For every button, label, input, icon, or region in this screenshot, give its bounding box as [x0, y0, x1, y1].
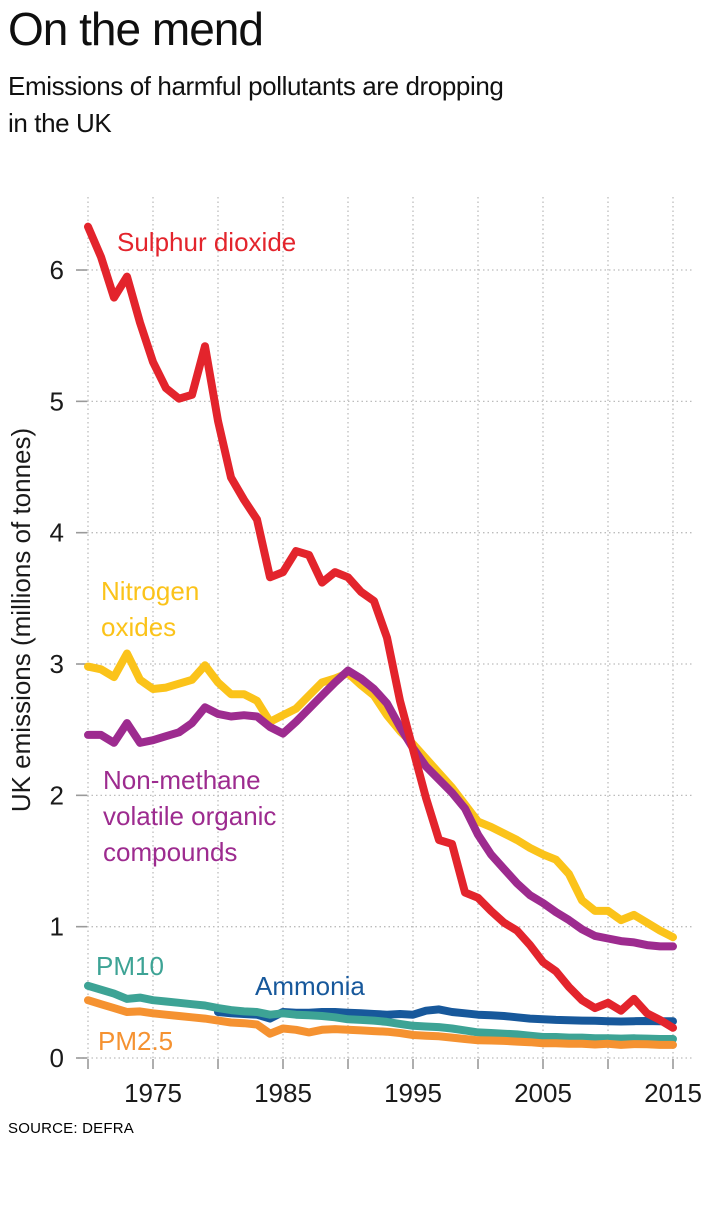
series-label-pm2-5: PM2.5 — [98, 1026, 173, 1056]
series-label-pm10: PM10 — [96, 951, 164, 981]
chart-header: On the mend Emissions of harmful polluta… — [8, 0, 504, 142]
source-note: SOURCE: DEFRA — [8, 1120, 134, 1137]
series-label-nitrogen-oxides: Nitrogen oxides — [101, 576, 199, 642]
x-tick-label-1995: 1995 — [384, 1078, 442, 1108]
line-pm10 — [84, 981, 677, 1043]
chart-subtitle: Emissions of harmful pollutants are drop… — [8, 68, 504, 142]
series-label-line: Sulphur dioxide — [117, 227, 296, 257]
series-label-non-methane-volatile-organic-compounds: Non-methane volatile organic compounds — [103, 765, 276, 867]
x-tick-label-2015: 2015 — [644, 1078, 702, 1108]
series-label-line: oxides — [101, 612, 176, 642]
x-tick-label-2005: 2005 — [514, 1078, 572, 1108]
x-tick-label-1985: 1985 — [254, 1078, 312, 1108]
line-nitrogen-oxides — [84, 649, 677, 942]
series-label-line: PM2.5 — [98, 1026, 173, 1056]
line-sulphur-dioxide — [84, 222, 677, 1032]
y-tick-label-2: 2 — [50, 780, 64, 810]
series-label-line: volatile organic — [103, 801, 276, 831]
line-pm2-5 — [84, 996, 677, 1049]
y-tick-label-1: 1 — [50, 912, 64, 942]
x-tick-label-1975: 1975 — [124, 1078, 182, 1108]
series-label-line: compounds — [103, 837, 237, 867]
series-label-ammonia: Ammonia — [255, 971, 365, 1001]
y-tick-label-4: 4 — [50, 518, 64, 548]
series-label-line: PM10 — [96, 951, 164, 981]
subtitle-line-1: Emissions of harmful pollutants are drop… — [8, 71, 504, 101]
y-tick-label-3: 3 — [50, 649, 64, 679]
y-axis-title: UK emissions (millions of tonnes) — [6, 428, 36, 812]
series-label-sulphur-dioxide: Sulphur dioxide — [117, 227, 296, 257]
y-tick-label-6: 6 — [50, 255, 64, 285]
page-title: On the mend — [8, 3, 264, 55]
series-label-line: Non-methane — [103, 765, 261, 795]
y-tick-label-0: 0 — [50, 1043, 64, 1073]
series-label-line: Ammonia — [255, 971, 365, 1001]
subtitle-line-2: in the UK — [8, 108, 112, 138]
y-tick-label-5: 5 — [50, 386, 64, 416]
series-label-line: Nitrogen — [101, 576, 199, 606]
line-non-methane-volatile-organic-compounds — [84, 666, 677, 951]
